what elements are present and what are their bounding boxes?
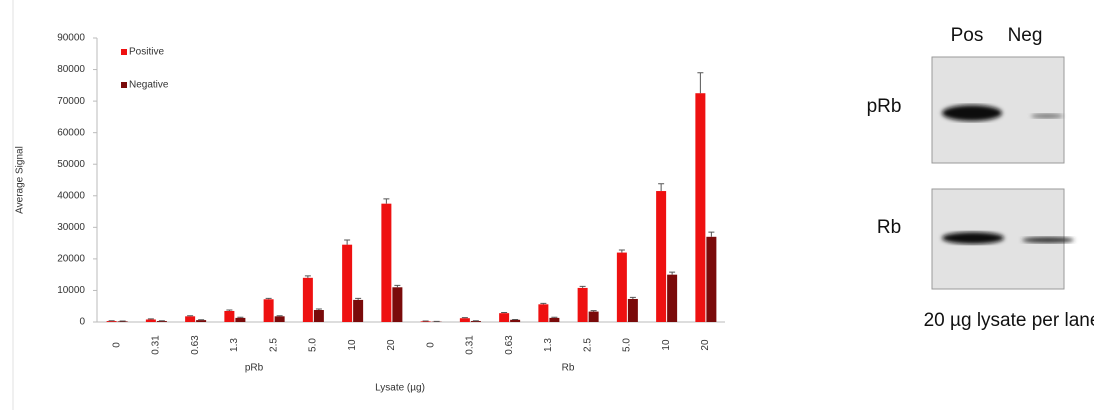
x-tick-label: 5.0	[622, 338, 633, 352]
bar	[589, 312, 599, 322]
error-bar	[316, 309, 322, 310]
error-bar	[669, 272, 675, 275]
x-tick-label: 0.31	[465, 335, 476, 355]
error-bar	[394, 285, 400, 287]
bar	[510, 320, 520, 322]
band	[1022, 237, 1074, 243]
band	[942, 105, 1002, 121]
bar	[695, 93, 705, 322]
y-tick-label: 80000	[57, 64, 85, 75]
error-bar	[580, 286, 586, 288]
bar	[549, 318, 559, 322]
x-tick-label: 0.63	[504, 335, 515, 355]
page: Average Signal Lysate (µg) Pos Neg pRb R…	[0, 0, 1094, 410]
y-tick-label: 20000	[57, 254, 85, 265]
bar	[667, 275, 677, 322]
error-bar	[355, 298, 361, 300]
bar	[538, 304, 548, 322]
band	[942, 232, 1004, 244]
lane-label: Pos	[951, 25, 984, 46]
error-bar	[383, 199, 389, 204]
y-tick-label: 10000	[57, 285, 85, 296]
error-bar	[658, 184, 664, 191]
x-tick-label: 0.31	[151, 335, 162, 355]
bar	[275, 316, 285, 322]
bar	[499, 313, 509, 322]
bar	[656, 191, 666, 322]
x-tick-label: 20	[700, 339, 711, 351]
y-tick-label: 30000	[57, 222, 85, 233]
x-tick-label: 10	[661, 339, 672, 351]
bar	[235, 318, 245, 322]
bar	[303, 278, 313, 322]
group-label: pRb	[245, 363, 264, 374]
bar	[628, 299, 638, 322]
bar	[578, 288, 588, 322]
bar	[264, 299, 274, 322]
bar	[353, 300, 363, 322]
error-bar	[619, 250, 625, 253]
x-tick-label: 0	[111, 342, 122, 348]
legend-swatch	[121, 49, 127, 55]
bar	[617, 253, 627, 322]
y-tick-label: 60000	[57, 127, 85, 138]
x-tick-label: 1.3	[543, 338, 554, 352]
bar	[381, 204, 391, 322]
y-tick-label: 70000	[57, 96, 85, 107]
x-tick-label: 1.3	[229, 338, 240, 352]
bar	[342, 245, 352, 322]
error-bar	[697, 73, 703, 94]
x-tick-label: 0.63	[190, 335, 201, 355]
bar	[706, 237, 716, 322]
bar	[460, 318, 470, 322]
x-tick-label: 20	[386, 339, 397, 351]
legend-label: Negative	[129, 80, 169, 91]
x-axis-title: Lysate (µg)	[375, 383, 425, 394]
error-bar	[344, 240, 350, 245]
y-axis-title: Average Signal	[15, 146, 26, 214]
x-tick-label: 10	[347, 339, 358, 351]
error-bar	[266, 298, 272, 299]
x-tick-label: 2.5	[268, 338, 279, 352]
error-bar	[237, 317, 243, 318]
x-tick-label: 5.0	[308, 338, 319, 352]
error-bar	[540, 303, 546, 304]
legend-label: Positive	[129, 47, 164, 58]
bar	[392, 287, 402, 322]
y-tick-label: 40000	[57, 190, 85, 201]
y-tick-label: 50000	[57, 159, 85, 170]
error-bar	[630, 297, 636, 299]
error-bar	[462, 318, 468, 319]
legend-swatch	[121, 82, 127, 88]
y-tick-label: 0	[79, 317, 85, 328]
error-bar	[551, 317, 557, 318]
lane-label: Neg	[1008, 25, 1043, 46]
x-tick-label: 0	[425, 342, 436, 348]
bar	[196, 320, 206, 322]
error-bar	[277, 316, 283, 317]
y-tick-label: 90000	[57, 33, 85, 44]
group-label: Rb	[562, 363, 575, 374]
bar	[314, 310, 324, 322]
error-bar	[226, 310, 232, 311]
x-tick-label: 2.5	[582, 338, 593, 352]
error-bar	[591, 311, 597, 312]
row-label: Rb	[877, 217, 901, 238]
caption: 20 µg lysate per lane	[924, 310, 1094, 331]
bar	[146, 319, 156, 322]
band	[1031, 114, 1063, 119]
bar	[185, 316, 195, 322]
error-bar	[148, 319, 154, 320]
error-bar	[305, 276, 311, 278]
row-label: pRb	[867, 96, 902, 117]
error-bar	[187, 316, 193, 317]
error-bar	[708, 232, 714, 237]
bar	[224, 311, 234, 322]
error-bar	[501, 313, 507, 314]
